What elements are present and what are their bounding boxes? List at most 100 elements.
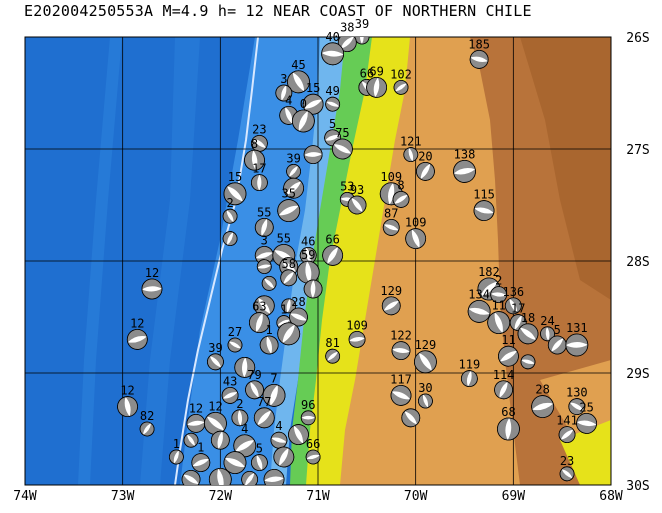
- event-depth-label: 12: [208, 399, 222, 413]
- focal-mechanisms: [117, 37, 597, 485]
- event-depth-label: 134: [468, 287, 490, 301]
- event-depth-label: 55: [257, 205, 271, 219]
- beachball: [117, 396, 138, 418]
- beachball: [558, 426, 576, 444]
- event-depth-label: 109: [346, 318, 368, 332]
- beachball: [576, 412, 597, 434]
- event-depth-label: 129: [380, 284, 402, 298]
- event-depth-label: 87: [384, 206, 398, 220]
- event-depth-label: 39: [286, 151, 300, 165]
- beachball: [183, 432, 199, 448]
- event-depth-label: 131: [566, 321, 588, 335]
- beachball: [223, 451, 247, 475]
- event-depth-label: 129: [415, 338, 437, 352]
- y-tick-label: 28S: [626, 255, 649, 270]
- event-depth-label: 119: [459, 358, 481, 372]
- beachball: [263, 468, 285, 485]
- beachball: [291, 109, 315, 133]
- beachball: [221, 386, 239, 404]
- event-depth-label: 49: [325, 84, 339, 98]
- beachball: [277, 322, 301, 346]
- beachball: [250, 134, 268, 152]
- event-depth-label: 109: [405, 216, 427, 230]
- event-depth-label: 79: [247, 368, 261, 382]
- event-depth-label: 27: [228, 325, 242, 339]
- event-depth-label: 66: [360, 66, 374, 80]
- event-depth-label: 8: [251, 137, 258, 151]
- beachball: [414, 350, 437, 374]
- beachball: [517, 323, 539, 345]
- x-tick-label: 71W: [306, 489, 330, 504]
- beachball: [191, 453, 211, 473]
- event-depth-label: 39: [355, 17, 369, 31]
- event-depth-label: 35: [281, 187, 295, 201]
- event-depth-label: 38: [340, 21, 354, 35]
- event-depth-label: 17: [511, 302, 525, 316]
- beachball: [283, 177, 304, 199]
- event-depth-label: 4: [275, 419, 282, 433]
- beachball: [234, 356, 256, 378]
- beachball: [244, 149, 265, 171]
- beachball: [256, 259, 272, 275]
- event-depth-label: 138: [454, 147, 476, 161]
- y-tick-label: 27S: [626, 143, 649, 158]
- event-depth-label: 46: [301, 234, 315, 248]
- beachball: [325, 348, 341, 364]
- trench-line: [174, 37, 259, 485]
- beachball: [300, 410, 316, 426]
- beachball: [490, 286, 508, 304]
- beachball: [222, 208, 238, 224]
- beachball: [126, 328, 148, 350]
- event-depth-label: 77: [257, 395, 271, 409]
- event-depth-label: 109: [380, 170, 402, 184]
- beachball: [181, 469, 201, 485]
- beachball: [207, 353, 224, 371]
- beachball: [473, 200, 495, 222]
- beachball: [241, 470, 259, 485]
- event-depth-label: 115: [473, 188, 495, 202]
- event-depth-label: 39: [208, 341, 222, 355]
- beachball: [382, 218, 400, 236]
- y-tick-label: 30S: [626, 479, 649, 494]
- beachball: [270, 431, 288, 449]
- event-depth-label: 66: [325, 232, 339, 246]
- beachball: [286, 163, 301, 179]
- beachball: [222, 231, 238, 247]
- event-depth-label: 15: [306, 81, 320, 95]
- beachball: [262, 383, 286, 407]
- event-depth-label: 130: [566, 386, 588, 400]
- beachball: [288, 424, 309, 446]
- beachball: [253, 407, 275, 429]
- event-depth-label: 59: [301, 248, 315, 262]
- map-title: E202004250553A M=4.9 h= 12 NEAR COAST OF…: [24, 2, 532, 20]
- beachball: [565, 333, 589, 357]
- beachball: [322, 244, 344, 266]
- event-depth-label: 12: [189, 401, 203, 415]
- beachball: [366, 77, 388, 98]
- beachball: [289, 307, 308, 327]
- event-depth-label: 45: [291, 58, 305, 72]
- beachball: [460, 370, 478, 388]
- event-depth-label: 141: [556, 414, 578, 428]
- event-depth-label: 102: [390, 67, 412, 81]
- beachball: [139, 421, 155, 437]
- beachball: [392, 190, 410, 208]
- beachball: [325, 96, 341, 112]
- beachball: [250, 174, 268, 192]
- x-axis-labels: 74W 73W 72W 71W 70W 69W 68W: [13, 489, 623, 504]
- beachball: [223, 182, 247, 206]
- event-depth-label: 15: [228, 170, 242, 184]
- beachball: [504, 297, 522, 315]
- beachball: [250, 454, 268, 472]
- event-depth-label: 5: [554, 323, 561, 337]
- beachball: [253, 295, 275, 317]
- beachball: [497, 417, 520, 441]
- event-depth-label: 12: [120, 384, 134, 398]
- event-depth-label: 24: [540, 314, 554, 328]
- event-depth-label: 55: [277, 231, 291, 245]
- x-tick-label: 74W: [13, 489, 37, 504]
- beachball: [277, 199, 301, 223]
- beachball: [259, 335, 279, 355]
- beachball: [453, 159, 476, 183]
